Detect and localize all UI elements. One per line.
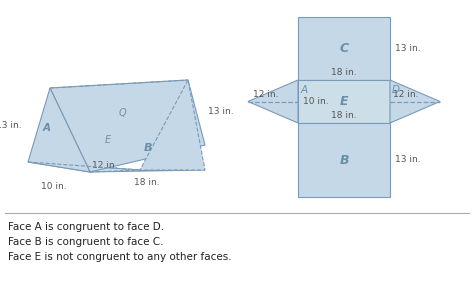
Text: Face A is congruent to face D.: Face A is congruent to face D. xyxy=(8,222,164,232)
Text: Face B is congruent to face C.: Face B is congruent to face C. xyxy=(8,237,164,247)
Text: C: C xyxy=(339,42,348,55)
Polygon shape xyxy=(298,80,390,123)
Text: 12 in.: 12 in. xyxy=(253,90,279,99)
Text: 13 in.: 13 in. xyxy=(0,120,22,130)
Text: 13 in.: 13 in. xyxy=(395,44,420,53)
Text: D: D xyxy=(392,85,400,95)
Text: 18 in.: 18 in. xyxy=(134,178,160,187)
Text: 12 in.: 12 in. xyxy=(393,90,419,99)
Text: Q: Q xyxy=(118,108,126,118)
Text: 10 in.: 10 in. xyxy=(41,182,67,191)
Polygon shape xyxy=(50,80,205,172)
Text: E: E xyxy=(105,135,111,145)
Polygon shape xyxy=(390,80,440,123)
Polygon shape xyxy=(248,80,298,123)
Text: 18 in.: 18 in. xyxy=(331,68,357,77)
Text: 13 in.: 13 in. xyxy=(208,107,234,117)
Polygon shape xyxy=(298,123,390,197)
Text: 18 in.: 18 in. xyxy=(331,111,357,120)
Text: Face E is not congruent to any other faces.: Face E is not congruent to any other fac… xyxy=(8,252,232,262)
Text: 10 in.: 10 in. xyxy=(303,97,329,106)
Text: 13 in.: 13 in. xyxy=(395,155,420,165)
Polygon shape xyxy=(28,162,205,172)
Text: A: A xyxy=(301,85,308,95)
Polygon shape xyxy=(140,80,205,170)
Text: A: A xyxy=(43,123,51,133)
Polygon shape xyxy=(28,88,90,172)
Text: B: B xyxy=(339,154,349,166)
Text: B: B xyxy=(144,143,152,153)
Text: 12 in.: 12 in. xyxy=(92,162,118,170)
Text: E: E xyxy=(340,95,348,108)
Polygon shape xyxy=(298,17,390,80)
